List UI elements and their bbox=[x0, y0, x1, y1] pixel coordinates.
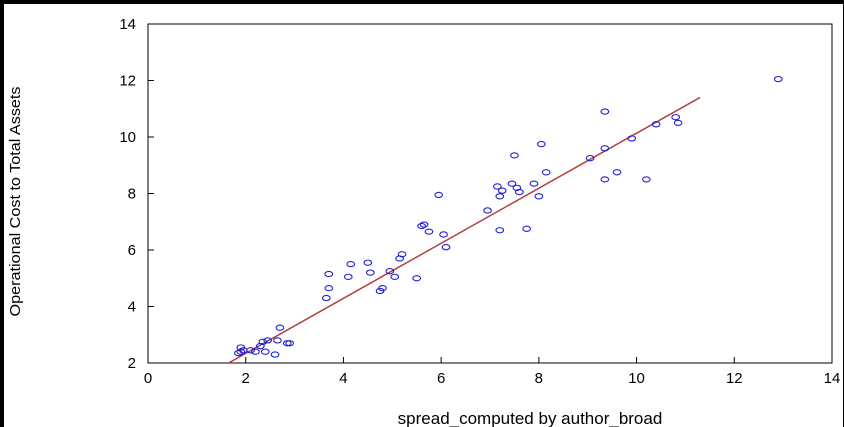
data-point bbox=[507, 180, 517, 187]
x-tick-label: 0 bbox=[144, 370, 152, 387]
data-point bbox=[529, 180, 539, 187]
y-tick-label: 10 bbox=[119, 129, 136, 146]
data-point bbox=[495, 193, 505, 200]
y-tick-label: 2 bbox=[128, 355, 136, 372]
data-point bbox=[363, 259, 373, 266]
data-point bbox=[534, 193, 544, 200]
data-point bbox=[441, 244, 451, 251]
y-axis-ticks: 2 4 6 8 10 12 14 bbox=[119, 16, 154, 372]
x-tick-label: 10 bbox=[628, 370, 645, 387]
data-point bbox=[285, 340, 295, 347]
data-point bbox=[439, 231, 448, 238]
data-point bbox=[585, 155, 595, 162]
data-point bbox=[627, 135, 637, 142]
y-tick-label: 8 bbox=[128, 186, 136, 203]
x-tick-label: 6 bbox=[437, 370, 445, 387]
data-point bbox=[324, 284, 334, 292]
data-point bbox=[343, 273, 353, 280]
fit-line bbox=[228, 96, 701, 364]
points-layer bbox=[234, 75, 783, 358]
x-axis-title: spread_computed by author_broad bbox=[398, 409, 663, 427]
data-point bbox=[600, 108, 610, 115]
y-tick-label: 4 bbox=[128, 299, 136, 316]
data-point bbox=[600, 145, 610, 152]
data-point bbox=[417, 222, 426, 230]
data-point bbox=[434, 191, 444, 199]
data-point bbox=[385, 268, 395, 275]
data-point bbox=[536, 140, 546, 148]
x-tick-label: 2 bbox=[242, 370, 250, 387]
fit-line-layer bbox=[228, 96, 701, 364]
data-point bbox=[612, 169, 622, 176]
data-point bbox=[412, 275, 422, 282]
x-tick-label: 4 bbox=[339, 370, 347, 387]
plot-border bbox=[147, 23, 833, 364]
data-point bbox=[419, 221, 429, 228]
data-point bbox=[497, 187, 507, 194]
data-point bbox=[251, 348, 260, 355]
data-point bbox=[651, 121, 661, 128]
data-point bbox=[246, 347, 255, 354]
x-tick-label: 14 bbox=[824, 370, 841, 387]
data-point bbox=[365, 269, 375, 276]
data-point bbox=[510, 152, 519, 159]
x-axis-ticks: 0 2 4 6 8 10 12 14 bbox=[144, 357, 841, 387]
data-point bbox=[600, 176, 610, 183]
y-tick-label: 6 bbox=[128, 242, 136, 259]
data-point bbox=[390, 273, 400, 280]
data-point bbox=[260, 348, 270, 355]
data-point bbox=[495, 227, 505, 234]
plot-area bbox=[147, 23, 833, 364]
data-point bbox=[671, 114, 681, 121]
data-point bbox=[424, 228, 434, 235]
data-point bbox=[236, 348, 246, 355]
data-point bbox=[492, 183, 502, 190]
data-point bbox=[673, 119, 683, 127]
data-point bbox=[270, 351, 280, 358]
data-point bbox=[324, 270, 334, 278]
data-point bbox=[346, 260, 356, 268]
data-point bbox=[263, 337, 273, 344]
data-point bbox=[273, 337, 282, 344]
data-point bbox=[522, 225, 531, 232]
x-tick-label: 12 bbox=[726, 370, 743, 387]
data-point bbox=[483, 207, 492, 214]
y-tick-label: 12 bbox=[119, 73, 136, 90]
data-point bbox=[773, 75, 783, 83]
data-point bbox=[514, 188, 524, 196]
data-point bbox=[258, 338, 268, 345]
data-point bbox=[397, 251, 407, 258]
data-point bbox=[378, 284, 387, 292]
x-tick-label: 8 bbox=[535, 370, 543, 387]
data-point bbox=[641, 176, 651, 183]
data-point bbox=[275, 324, 285, 331]
y-axis-title: Operational Cost to Total Assets bbox=[7, 87, 24, 317]
data-point bbox=[541, 169, 551, 176]
y-tick-label: 14 bbox=[119, 16, 136, 33]
data-point bbox=[321, 294, 331, 302]
